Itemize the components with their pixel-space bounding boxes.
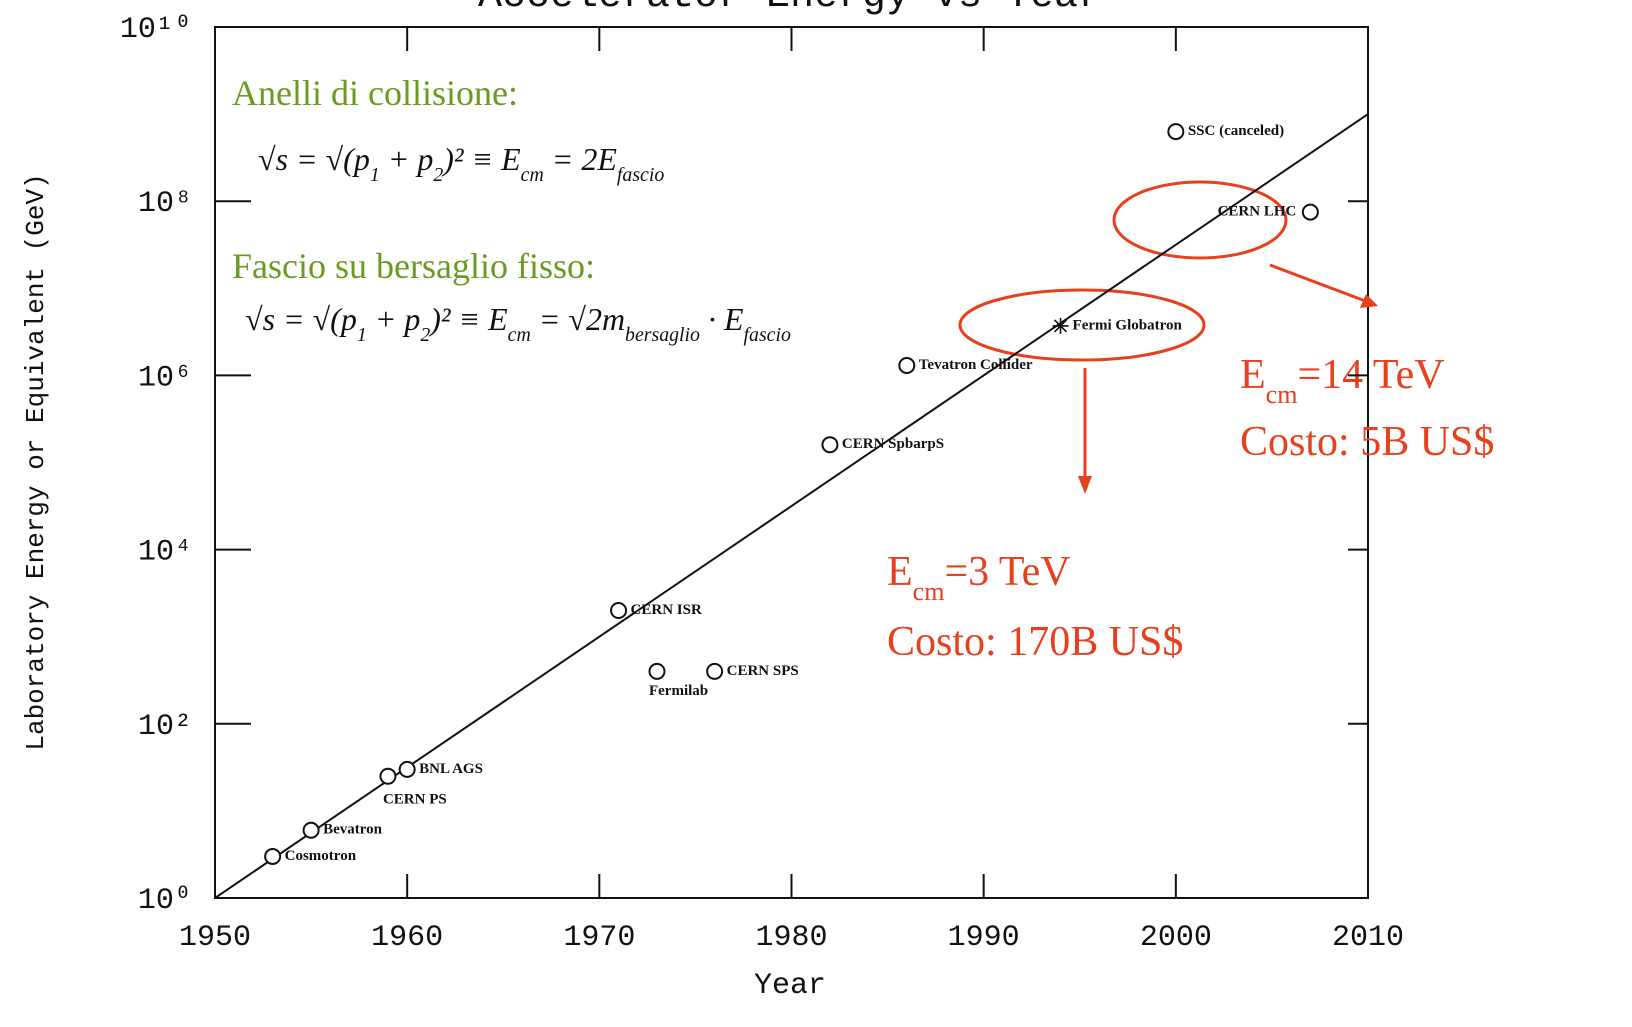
y-tick-label: 10²	[138, 710, 192, 744]
arrow-head	[1078, 476, 1092, 494]
x-tick-label: 1970	[563, 921, 635, 955]
y-tick-label: 10⁴	[138, 536, 192, 570]
text-part: cm	[521, 164, 544, 186]
point	[610, 601, 628, 619]
fixed-target-title: Fascio su bersaglio fisso:	[232, 246, 595, 286]
point	[379, 767, 397, 785]
x-axis-label: Year	[754, 969, 826, 1003]
text-part: cm	[1266, 380, 1298, 409]
text-part: = √2m	[531, 301, 625, 337]
text-part: + p	[380, 141, 434, 177]
chart-title: Accelerator Energy vs Year	[478, 0, 1102, 19]
point	[264, 847, 282, 865]
text-part: =3 TeV	[944, 549, 1070, 595]
text-part: fascio	[744, 324, 791, 346]
globatron-highlight	[958, 288, 1206, 362]
lhc-cost: Costo: 5B US$	[1240, 419, 1494, 465]
text-part: )² ≡ E	[441, 141, 521, 177]
x-tick-label: 1950	[179, 921, 251, 955]
x-tick-label: 1990	[948, 921, 1020, 955]
collider-formula: √s = √(p1 + p2)² ≡ Ecm = 2Efascio	[258, 141, 664, 186]
point	[1167, 123, 1185, 141]
globatron-energy: Ecm=3 TeV	[887, 549, 1071, 606]
x-tick-label: 2000	[1140, 921, 1212, 955]
text-part: E	[887, 549, 913, 595]
arrow-head	[1360, 294, 1378, 308]
y-axis-label: Laboratory Energy or Equivalent (GeV)	[21, 173, 51, 750]
point-label: Cosmotron	[285, 848, 357, 864]
text-part: cm	[508, 324, 531, 346]
point	[898, 356, 916, 374]
y-tick-label: 10⁰	[138, 884, 192, 918]
point	[821, 436, 839, 454]
x-tick-label: 1960	[371, 921, 443, 955]
point-label: Fermilab	[649, 683, 708, 699]
text-part: + p	[367, 301, 421, 337]
text-part: 1	[357, 324, 367, 346]
y-tick-label: 10⁸	[138, 187, 192, 221]
point	[706, 662, 724, 680]
globatron-cost: Costo: 170B US$	[887, 619, 1183, 665]
text-part: √s = √(p	[258, 141, 370, 177]
point	[1301, 203, 1319, 221]
lhc-highlight	[1112, 180, 1288, 260]
text-part: bersaglio	[625, 324, 700, 346]
point-label: SSC (canceled)	[1188, 123, 1284, 139]
point-label: CERN SPS	[727, 663, 799, 679]
point-label: BNL AGS	[419, 761, 483, 777]
x-tick-label: 1980	[755, 921, 827, 955]
text-part: cm	[913, 577, 945, 606]
point-label: CERN LHC	[1218, 204, 1297, 220]
text-part: =14 TeV	[1297, 352, 1444, 398]
x-tick-label: 2010	[1332, 921, 1404, 955]
point-label: CERN SpbarpS	[842, 436, 944, 452]
collider-title: Anelli di collisione:	[232, 73, 518, 113]
text-part: √s = √(p	[245, 301, 357, 337]
y-tick-label: 10¹⁰	[120, 13, 192, 47]
point-label: Fermi Globatron	[1073, 317, 1183, 333]
text-part: = 2E	[544, 141, 618, 177]
text-part: 2	[433, 164, 443, 186]
y-tick-label: 10⁶	[138, 361, 192, 395]
point-label: Tevatron Collider	[919, 357, 1033, 373]
text-part: 2	[420, 324, 430, 346]
text-part: fascio	[617, 164, 664, 186]
point-label: CERN PS	[383, 792, 447, 808]
text-part: · E	[700, 301, 744, 337]
point-label: Bevatron	[323, 822, 383, 838]
lhc-energy: Ecm=14 TeV	[1240, 352, 1445, 409]
point	[648, 662, 666, 680]
point	[302, 821, 320, 839]
point	[398, 760, 416, 778]
text-part: )² ≡ E	[428, 301, 508, 337]
arrow	[1269, 263, 1369, 304]
fixed-target-formula: √s = √(p1 + p2)² ≡ Ecm = √2mbersaglio · …	[245, 301, 791, 346]
text-part: E	[1240, 352, 1266, 398]
text-part: 1	[370, 164, 380, 186]
point-label: CERN ISR	[631, 602, 702, 618]
point	[1052, 317, 1069, 334]
